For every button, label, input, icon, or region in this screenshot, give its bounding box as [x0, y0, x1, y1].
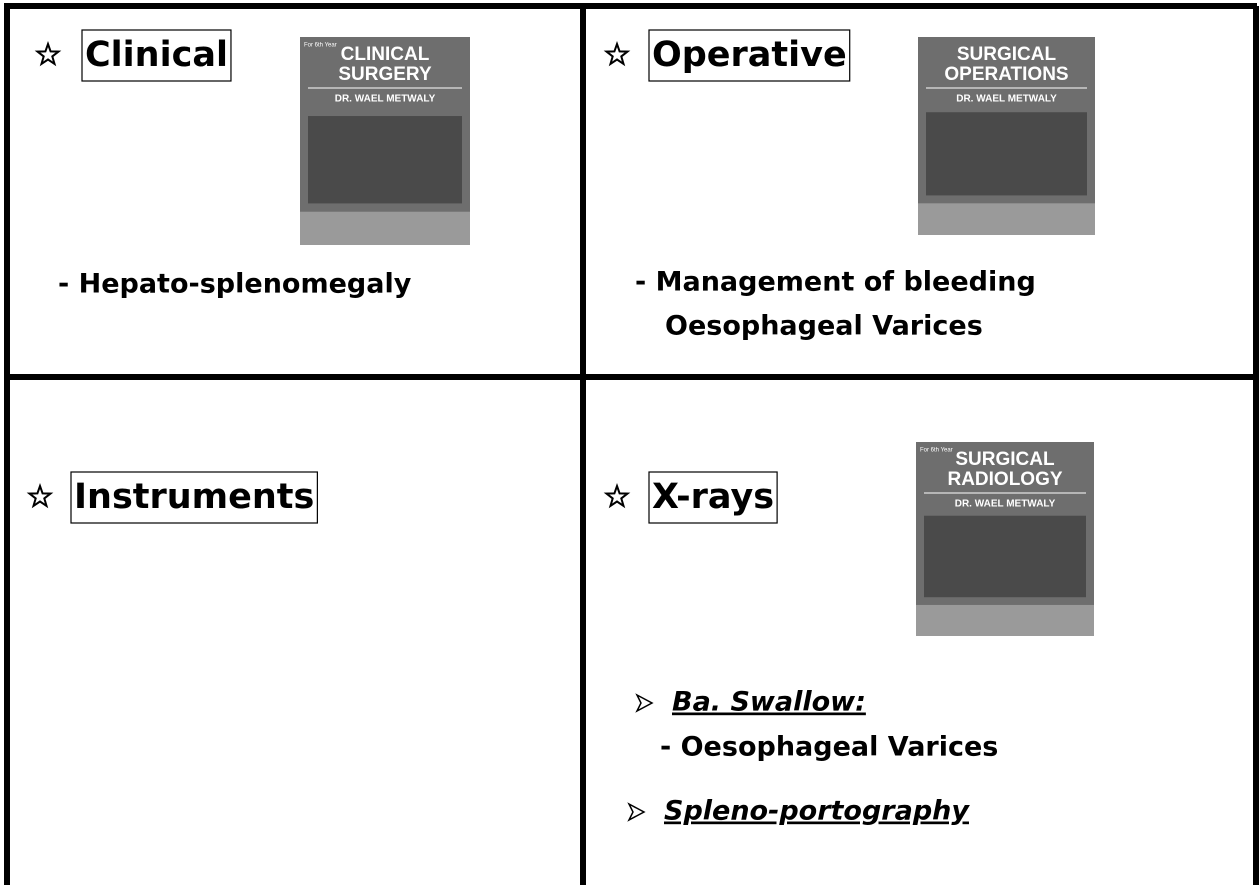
cover-strip [918, 203, 1095, 235]
star-bullet [603, 482, 631, 509]
sub-heading: Spleno-portography [664, 796, 970, 827]
cover-strip [916, 604, 1094, 636]
cover-image [308, 116, 462, 204]
cover-title: SURGICAL [955, 449, 1055, 470]
list-item: Oesophageal Varices [665, 311, 983, 342]
star-bullet [34, 40, 62, 67]
cover-title: CLINICAL [341, 44, 430, 65]
list-item: - Management of bleeding [635, 267, 1036, 298]
cover-title: OPERATIONS [944, 64, 1068, 85]
arrow-bullet [635, 693, 654, 713]
section-heading: Operative [652, 35, 847, 75]
arrow-bullet [627, 802, 646, 822]
cover-image [926, 112, 1087, 196]
cover-image [924, 515, 1086, 598]
section-heading: Instruments [74, 477, 314, 517]
cover-title: SURGERY [338, 64, 432, 85]
grid-lines [4, 3, 1259, 885]
heading-box [81, 29, 232, 82]
section-heading: Clinical [85, 35, 228, 75]
heading-box [70, 471, 318, 524]
heading-box [648, 29, 851, 82]
cover-title: SURGICAL [957, 44, 1057, 65]
cover-title: RADIOLOGY [947, 469, 1062, 490]
sub-heading: Ba. Swallow: [672, 687, 866, 718]
cover-edition: For 6th Year [304, 43, 337, 49]
list-item: - Hepato-splenomegaly [58, 269, 412, 300]
cover-edition: For 6th Year [920, 448, 953, 454]
cover-author: DR. WAEL METWALY [955, 499, 1056, 510]
cover-strip [300, 211, 470, 245]
heading-box [648, 471, 778, 524]
cover-author: DR. WAEL METWALY [335, 94, 436, 105]
star-bullet [603, 40, 631, 67]
list-item: - Oesophageal Varices [660, 732, 998, 763]
section-heading: X-rays [652, 477, 774, 517]
star-bullet [26, 482, 54, 509]
cover-author: DR. WAEL METWALY [956, 94, 1057, 105]
